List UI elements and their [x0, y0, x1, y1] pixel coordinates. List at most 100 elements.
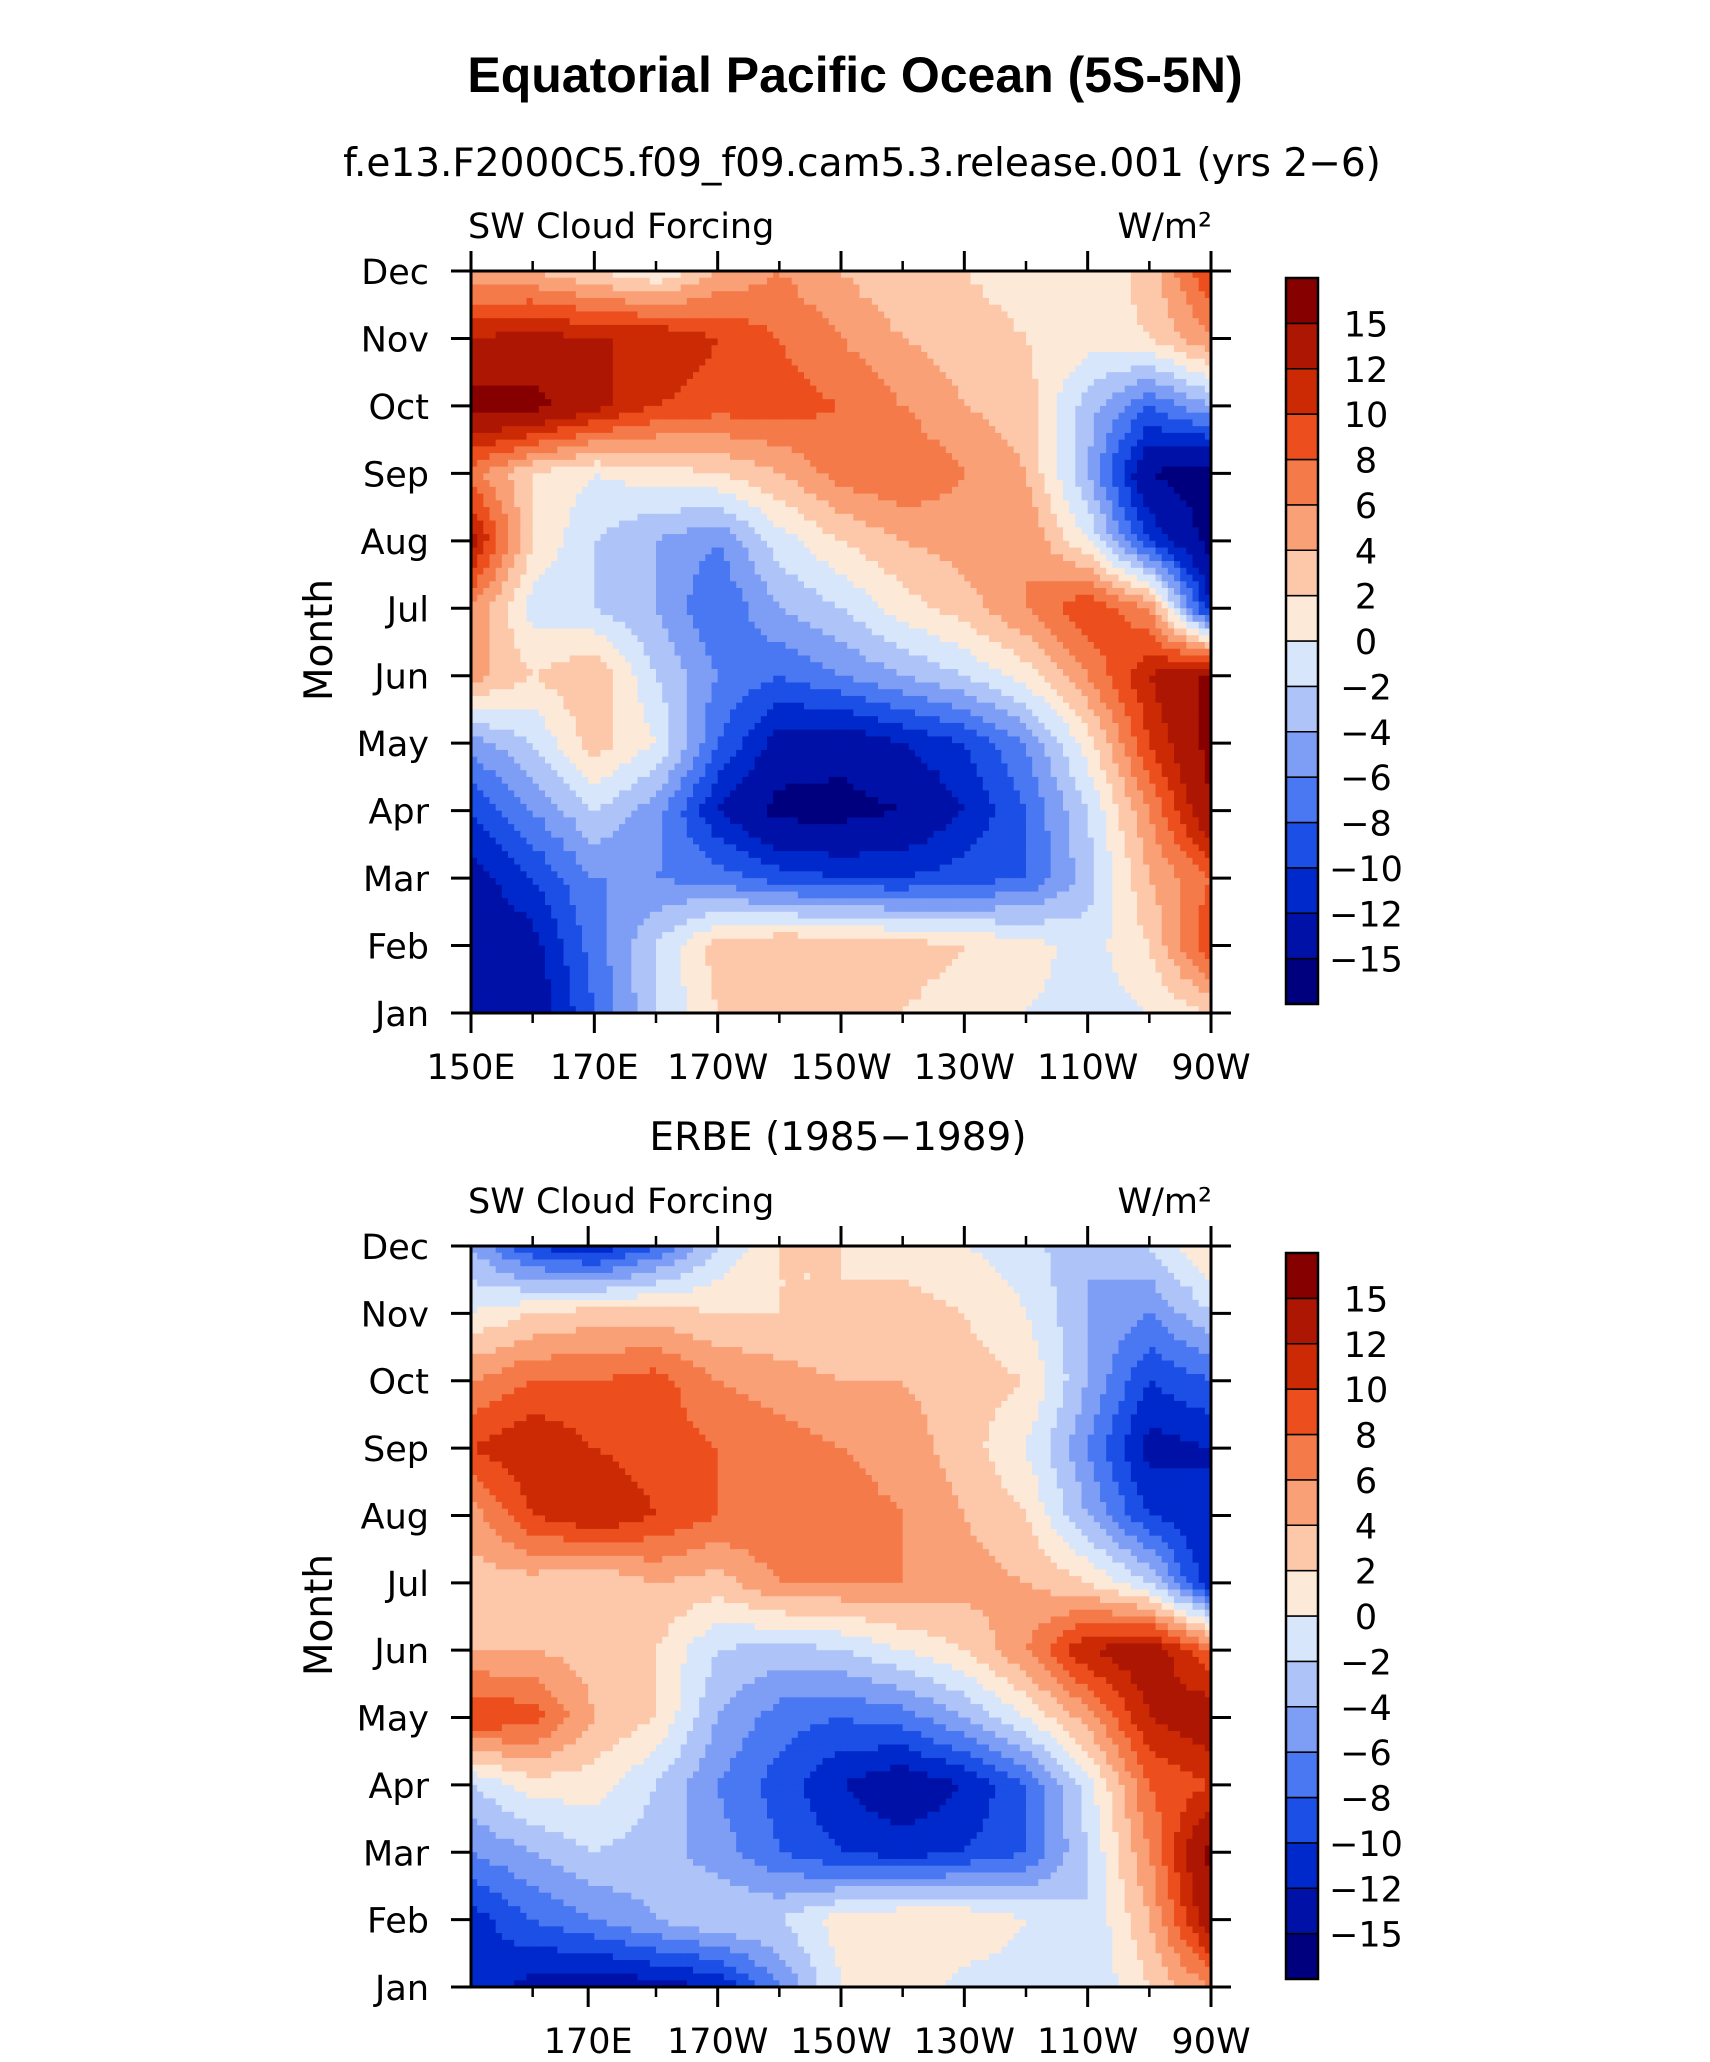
- field-cell: [1112, 413, 1119, 420]
- field-cell: [829, 379, 836, 386]
- field-cell: [545, 514, 552, 521]
- field-cell: [477, 365, 484, 372]
- field-cell: [1075, 305, 1082, 312]
- field-cell: [557, 325, 564, 332]
- field-cell: [927, 345, 934, 352]
- field-cell: [1168, 446, 1175, 453]
- field-cell: [687, 325, 694, 332]
- field-cell: [662, 541, 669, 548]
- field-cell: [570, 278, 577, 285]
- field-cell: [1069, 332, 1076, 339]
- field-cell: [1100, 419, 1107, 426]
- field-cell: [946, 460, 953, 467]
- field-cell: [1137, 500, 1144, 507]
- field-cell: [847, 359, 854, 366]
- field-cell: [490, 494, 497, 501]
- field-cell: [1008, 345, 1015, 352]
- field-cell: [582, 426, 589, 433]
- field-cell: [718, 379, 725, 386]
- field-cell: [1119, 507, 1126, 514]
- field-cell: [1180, 379, 1187, 386]
- field-cell: [1020, 433, 1027, 440]
- field-cell: [502, 305, 509, 312]
- field-cell: [687, 345, 694, 352]
- field-cell: [1174, 311, 1181, 318]
- field-cell: [631, 372, 638, 379]
- field-cell: [1100, 318, 1107, 325]
- field-cell: [681, 291, 688, 298]
- field-cell: [847, 284, 854, 291]
- field-cell: [601, 379, 608, 386]
- field-cell: [601, 325, 608, 332]
- field-cell: [520, 419, 527, 426]
- field-cell: [520, 521, 527, 528]
- field-cell: [866, 460, 873, 467]
- field-cell: [533, 291, 540, 298]
- field-cell: [545, 500, 552, 507]
- field-cell: [619, 332, 626, 339]
- field-cell: [1143, 318, 1150, 325]
- field-cell: [798, 298, 805, 305]
- field-cell: [1199, 433, 1206, 440]
- field-cell: [1143, 278, 1150, 285]
- field-cell: [514, 467, 521, 474]
- field-cell: [1001, 500, 1008, 507]
- field-cell: [749, 311, 756, 318]
- field-cell: [903, 494, 910, 501]
- field-cell: [878, 298, 885, 305]
- field-cell: [1174, 318, 1181, 325]
- field-cell: [940, 338, 947, 345]
- field-cell: [767, 480, 774, 487]
- field-cell: [576, 500, 583, 507]
- field-cell: [496, 548, 503, 555]
- field-cell: [724, 460, 731, 467]
- field-cell: [1063, 372, 1070, 379]
- field-cell: [1045, 487, 1052, 494]
- field-cell: [1156, 413, 1163, 420]
- field-cell: [693, 359, 700, 366]
- field-cell: [557, 500, 564, 507]
- field-cell: [613, 291, 620, 298]
- field-cell: [897, 426, 904, 433]
- field-cell: [1112, 311, 1119, 318]
- field-cell: [1162, 305, 1169, 312]
- field-cell: [527, 399, 534, 406]
- field-cell: [749, 372, 756, 379]
- field-cell: [1020, 521, 1027, 528]
- field-cell: [724, 278, 731, 285]
- field-cell: [1106, 359, 1113, 366]
- field-cell: [1193, 527, 1200, 534]
- field-cell: [1014, 534, 1021, 541]
- field-cell: [1106, 379, 1113, 386]
- field-cell: [1162, 338, 1169, 345]
- field-cell: [1026, 325, 1033, 332]
- field-cell: [736, 426, 743, 433]
- field-cell: [551, 379, 558, 386]
- field-cell: [1094, 487, 1101, 494]
- field-cell: [1199, 372, 1206, 379]
- field-cell: [810, 494, 817, 501]
- field-cell: [594, 413, 601, 420]
- field-cell: [613, 527, 620, 534]
- field-cell: [502, 406, 509, 413]
- field-cell: [502, 359, 509, 366]
- field-cell: [730, 541, 737, 548]
- field-cell: [1020, 419, 1027, 426]
- field-cell: [681, 311, 688, 318]
- field-cell: [1094, 507, 1101, 514]
- field-cell: [668, 284, 675, 291]
- field-cell: [1174, 372, 1181, 379]
- field-cell: [860, 345, 867, 352]
- field-cell: [638, 460, 645, 467]
- field-cell: [625, 446, 632, 453]
- field-cell: [662, 413, 669, 420]
- field-cell: [952, 386, 959, 393]
- field-cell: [1168, 500, 1175, 507]
- field-cell: [736, 311, 743, 318]
- field-cell: [1001, 419, 1008, 426]
- field-cell: [804, 521, 811, 528]
- field-cell: [508, 298, 515, 305]
- field-cell: [1069, 514, 1076, 521]
- field-cell: [490, 365, 497, 372]
- field-cell: [1143, 338, 1150, 345]
